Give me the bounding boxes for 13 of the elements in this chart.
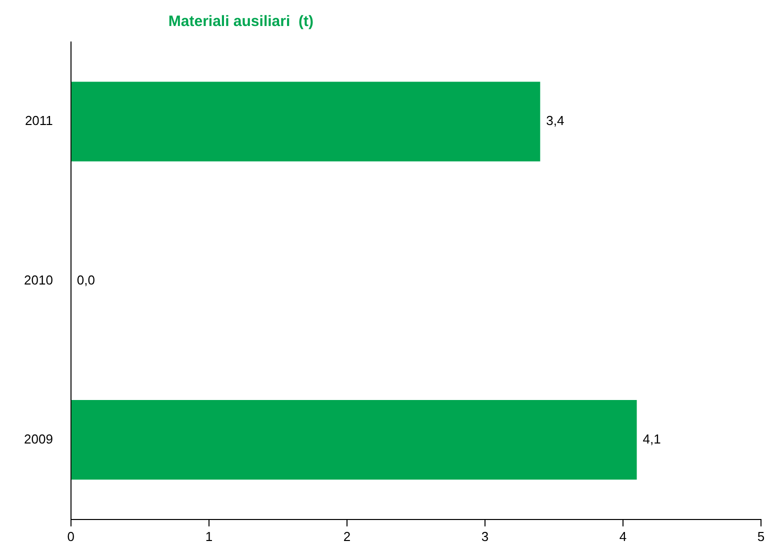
chart-title: Materiali ausiliari (t) xyxy=(168,13,314,30)
data-label: 4,1 xyxy=(642,431,661,446)
y-tick-label: 2010 xyxy=(24,272,53,288)
x-tick-label: 4 xyxy=(619,528,627,544)
x-tick-label: 1 xyxy=(205,528,213,544)
y-tick-label: 2009 xyxy=(24,431,53,446)
data-label: 3,4 xyxy=(546,113,564,128)
x-tick-label: 0 xyxy=(67,528,75,544)
data-label: 0,0 xyxy=(76,272,95,288)
x-tick-label: 3 xyxy=(481,528,489,544)
x-tick-label: 5 xyxy=(757,528,765,544)
x-tick-label: 2 xyxy=(343,528,351,544)
y-tick-label: 2011 xyxy=(24,113,53,128)
